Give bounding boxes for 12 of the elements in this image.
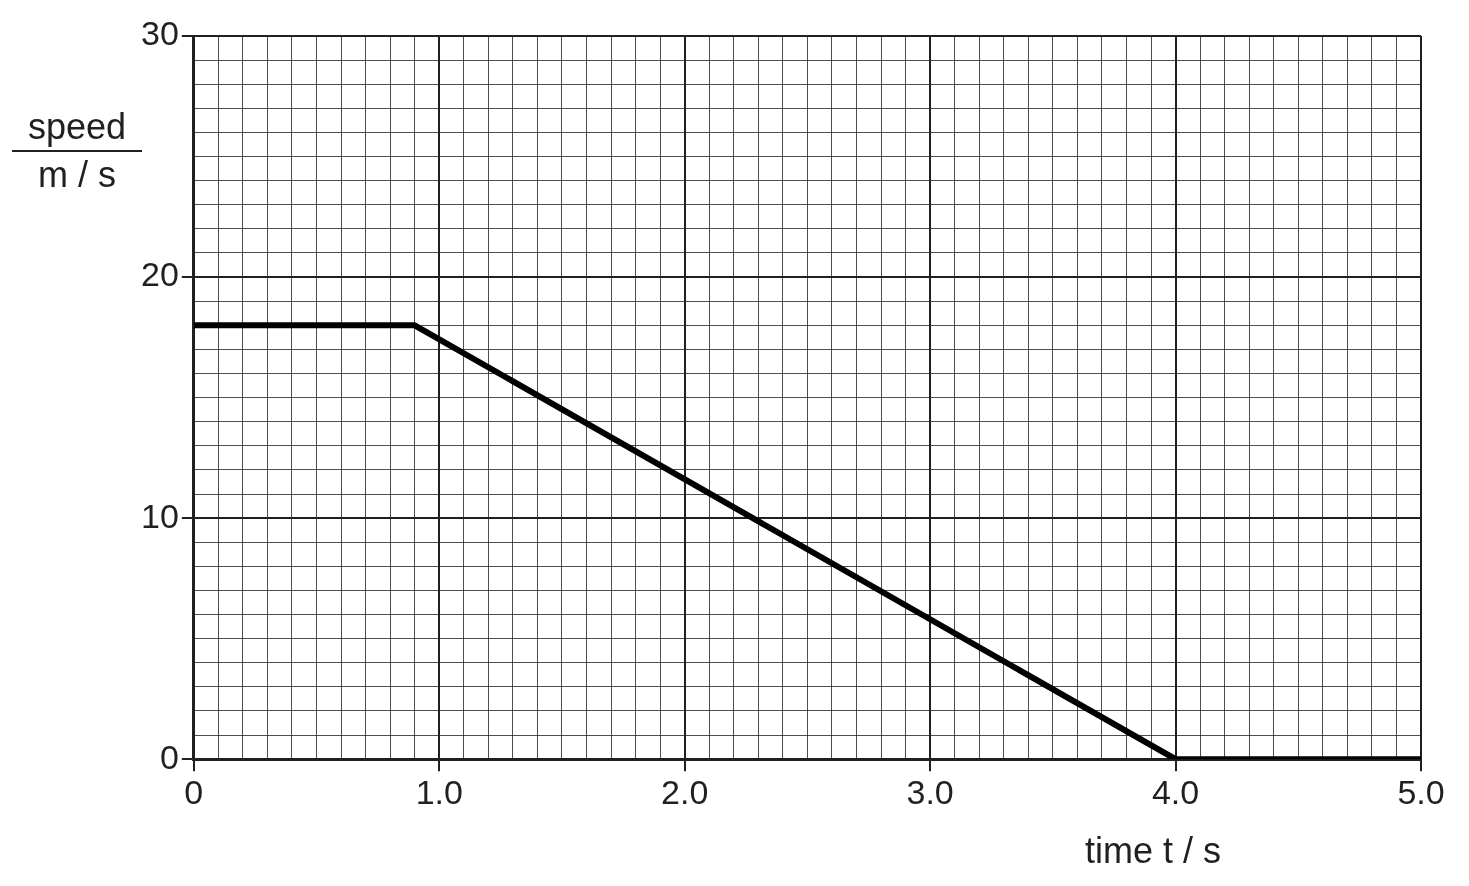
x-tick-label: 2.0 [661, 772, 709, 811]
x-tick-label: 4.0 [1151, 772, 1200, 811]
y-tick-label: 10 [140, 496, 179, 535]
x-tick-label: 3.0 [906, 772, 954, 811]
x-tick-label: 0 [184, 772, 204, 811]
y-tick-label: 20 [140, 255, 179, 294]
x-tick-label: 5.0 [1397, 772, 1445, 811]
y-tick-label: 0 [159, 737, 179, 776]
y-axis-title: speed m / s [26, 105, 128, 197]
x-axis-title: time t / s [1084, 830, 1221, 872]
y-tick-label: 30 [140, 14, 179, 53]
text: 1.0 [415, 772, 463, 811]
